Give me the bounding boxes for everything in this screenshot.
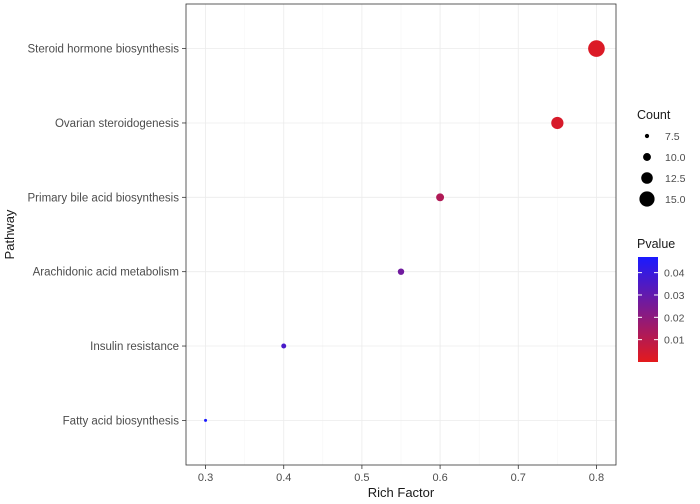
- data-point: [397, 268, 405, 275]
- y-axis: Fatty acid biosynthesis Insulin resistanc…: [28, 44, 186, 427]
- count-legend-key: [639, 191, 655, 207]
- pvalue-legend-label: 0.03: [664, 290, 685, 302]
- count-legend-label: 10.0: [665, 152, 686, 164]
- pvalue-legend: Pvalue 0.01 0.02 0.03 0.04: [637, 237, 685, 362]
- x-tick-label: 0.8: [589, 472, 604, 484]
- data-points: [204, 40, 605, 422]
- x-tick-label: 0.3: [198, 472, 213, 484]
- y-category-label: Ovarian steroidogenesis: [55, 118, 179, 130]
- count-legend-key: [644, 133, 650, 139]
- count-legend-title: Count: [637, 108, 671, 122]
- plot-frame: [185, 3, 617, 466]
- pvalue-legend-label: 0.02: [664, 312, 685, 324]
- pvalue-legend-label: 0.04: [664, 268, 685, 280]
- data-point: [436, 193, 445, 202]
- count-legend-label: 12.5: [665, 173, 686, 185]
- count-legend-key: [641, 172, 653, 184]
- pvalue-colorbar: [638, 257, 658, 362]
- y-category-label: Fatty acid biosynthesis: [63, 415, 180, 427]
- x-axis: 0.3 0.4 0.5 0.6 0.7 0.8: [198, 465, 604, 484]
- x-tick-label: 0.5: [354, 472, 369, 484]
- count-legend-label: 7.5: [665, 131, 680, 143]
- pvalue-legend-label: 0.01: [664, 335, 685, 347]
- y-axis-title: Pathway: [2, 209, 17, 259]
- x-tick-label: 0.7: [511, 472, 526, 484]
- x-axis-title: Rich Factor: [368, 485, 435, 500]
- pvalue-legend-title: Pvalue: [637, 237, 675, 251]
- count-legend-key: [643, 153, 651, 161]
- y-category-label: Arachidonic acid metabolism: [33, 267, 179, 279]
- count-legend: Count 7.5 10.0 12.5 15.0: [637, 108, 686, 207]
- y-category-label: Primary bile acid biosynthesis: [28, 192, 180, 204]
- data-point: [204, 418, 208, 422]
- y-category-label: Insulin resistance: [90, 341, 179, 353]
- data-point: [588, 40, 605, 57]
- y-category-label: Steroid hormone biosynthesis: [28, 44, 180, 56]
- data-point: [281, 343, 287, 349]
- x-tick-label: 0.4: [276, 472, 291, 484]
- count-legend-label: 15.0: [665, 194, 686, 206]
- x-tick-label: 0.6: [432, 472, 447, 484]
- data-point: [551, 116, 564, 130]
